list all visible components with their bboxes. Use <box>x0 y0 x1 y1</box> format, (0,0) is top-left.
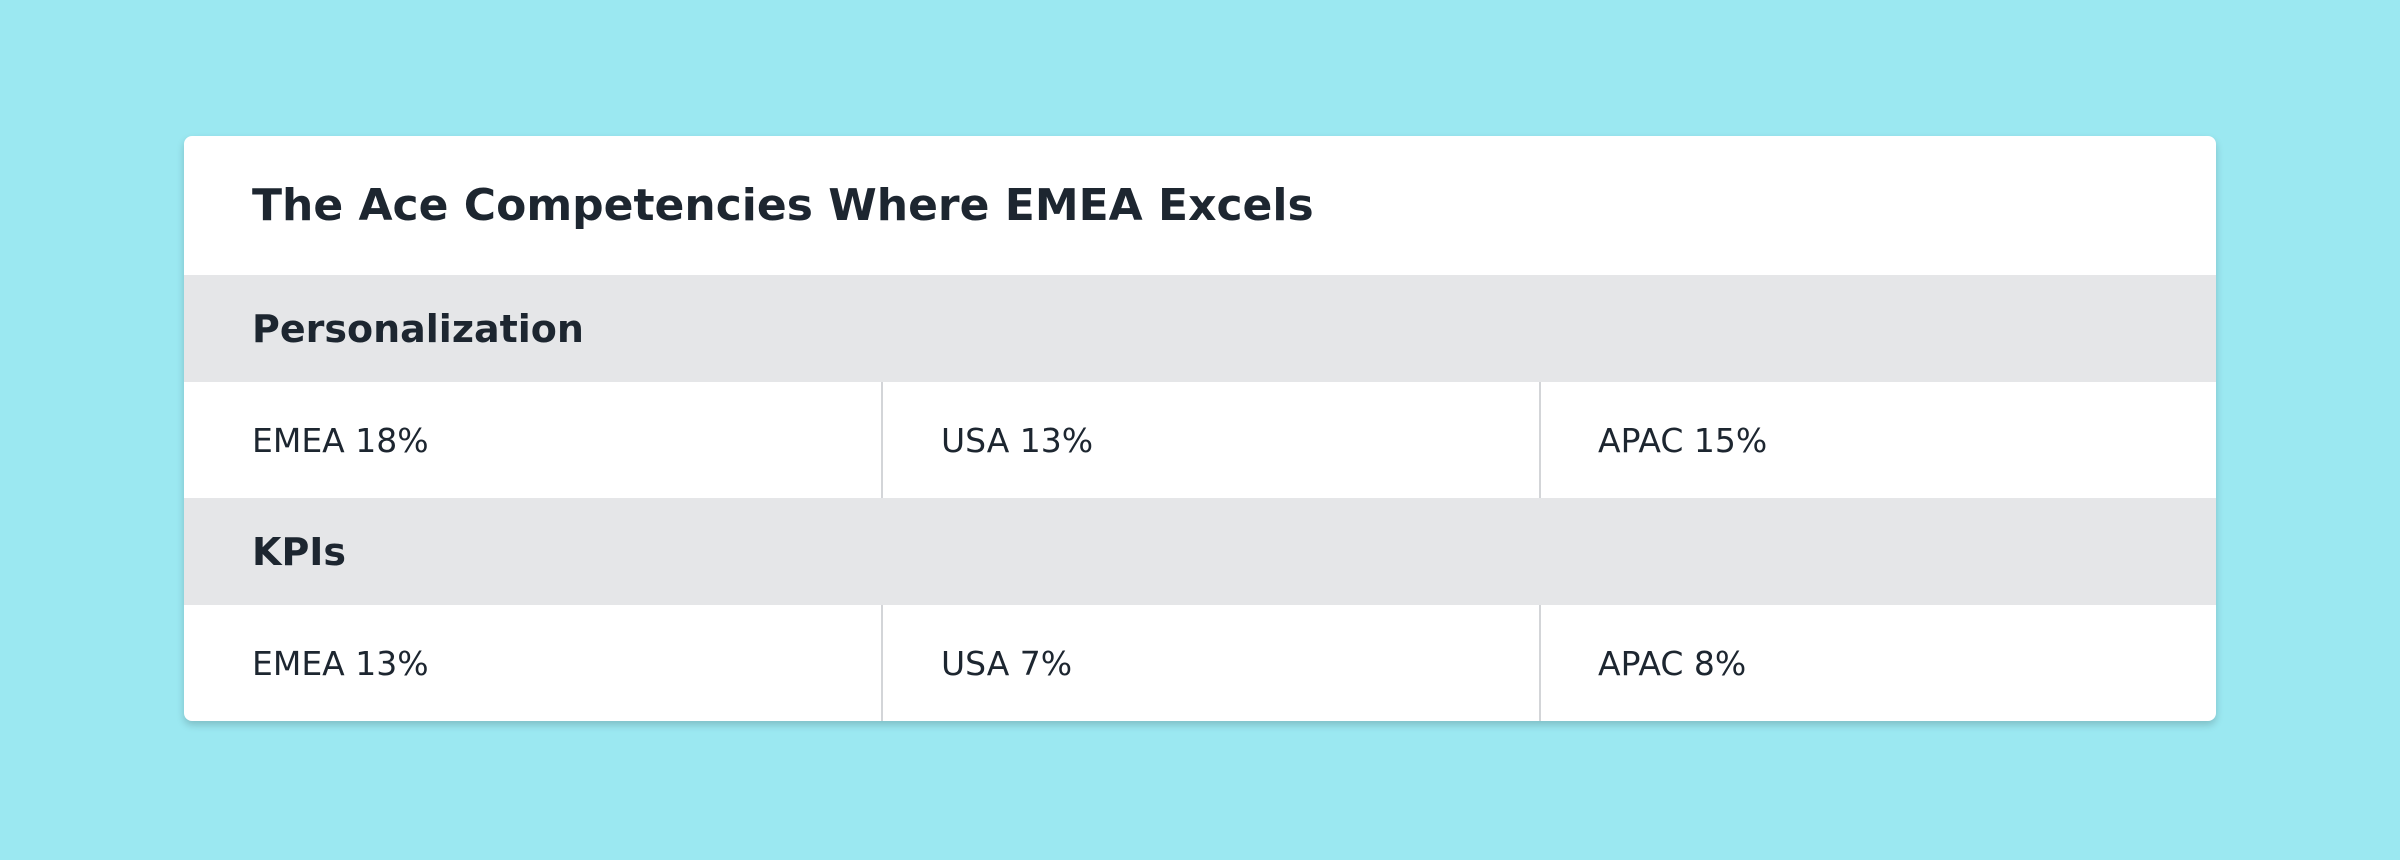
data-cell: APAC 15% <box>1598 420 1768 460</box>
data-cell: APAC 8% <box>1598 643 1747 683</box>
table-card: The Ace Competencies Where EMEA Excels P… <box>184 136 2216 721</box>
section-heading: KPIs <box>184 498 2216 605</box>
section-heading: Personalization <box>184 275 2216 382</box>
data-cell: USA 7% <box>883 605 1541 721</box>
data-row: EMEA 18% USA 13% APAC 15% <box>184 382 2216 498</box>
data-cell: EMEA 13% <box>184 605 883 721</box>
card-title: The Ace Competencies Where EMEA Excels <box>252 180 1314 231</box>
data-cell: EMEA 18% <box>184 382 883 498</box>
data-cell: USA 13% <box>883 382 1541 498</box>
data-row: EMEA 13% USA 7% APAC 8% <box>184 605 2216 721</box>
